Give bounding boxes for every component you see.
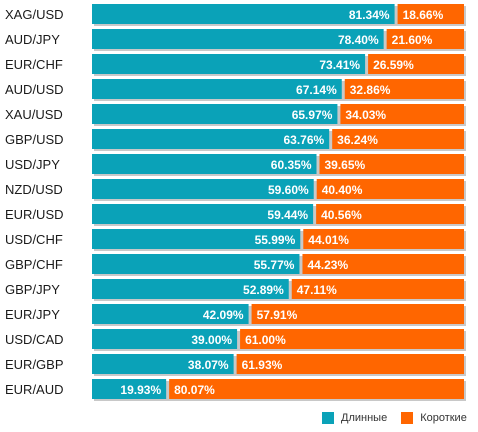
value-label-long: 67.14%	[296, 83, 337, 97]
bar-long	[92, 354, 234, 374]
bar-long	[92, 229, 301, 249]
value-label-short: 39.65%	[325, 158, 366, 172]
value-label-long: 39.00%	[191, 333, 232, 347]
bar-short	[303, 229, 464, 249]
value-label-long: 60.35%	[271, 158, 312, 172]
value-label-long: 19.93%	[120, 383, 161, 397]
value-label-short: 32.86%	[350, 83, 391, 97]
legend-swatch-long	[322, 412, 334, 424]
bar-long	[92, 29, 384, 49]
value-label-short: 21.60%	[392, 33, 433, 47]
bar-long	[92, 4, 395, 24]
value-label-short: 57.91%	[257, 308, 298, 322]
value-label-long: 81.34%	[349, 8, 390, 22]
pair-label: USD/CHF	[5, 232, 63, 247]
bar-short	[291, 279, 464, 299]
legend-item-short: Короткие	[401, 412, 467, 424]
value-label-short: 44.01%	[308, 233, 349, 247]
bar-short	[344, 79, 464, 99]
bar-short	[240, 329, 464, 349]
legend-label-short: Короткие	[420, 412, 467, 424]
chart-legend: Длинные Короткие	[322, 410, 478, 426]
bar-long	[92, 154, 317, 174]
value-label-long: 59.44%	[267, 208, 308, 222]
bar-short	[332, 129, 464, 149]
pair-label: AUD/USD	[5, 82, 64, 97]
legend-label-long: Длинные	[341, 412, 388, 424]
pair-label: GBP/CHF	[5, 257, 63, 272]
value-label-long: 55.99%	[255, 233, 296, 247]
value-label-long: 38.07%	[188, 358, 229, 372]
bar-short	[397, 4, 464, 24]
bar-long	[92, 279, 289, 299]
bar-short	[386, 29, 464, 49]
bar-short	[169, 379, 465, 399]
bar-long	[92, 254, 300, 274]
pair-label: GBP/JPY	[5, 282, 60, 297]
bar-long	[92, 129, 330, 149]
bar-short	[302, 254, 464, 274]
pair-label: AUD/JPY	[5, 32, 60, 47]
value-label-short: 61.93%	[242, 358, 283, 372]
value-label-long: 78.40%	[338, 33, 379, 47]
legend-swatch-short	[401, 412, 414, 424]
value-label-long: 73.41%	[319, 58, 360, 72]
value-label-long: 63.76%	[283, 133, 324, 147]
bar-long	[92, 304, 249, 324]
bar-long	[92, 379, 167, 399]
value-label-long: 59.60%	[268, 183, 309, 197]
value-label-long: 55.77%	[254, 258, 295, 272]
value-label-short: 61.00%	[245, 333, 286, 347]
pair-label: EUR/JPY	[5, 307, 60, 322]
value-label-short: 40.40%	[322, 183, 363, 197]
value-label-short: 80.07%	[174, 383, 215, 397]
pair-label: EUR/USD	[5, 207, 64, 222]
pair-label: EUR/GBP	[5, 357, 64, 372]
value-label-short: 26.59%	[373, 58, 414, 72]
bar-short	[251, 304, 464, 324]
bar-short	[316, 204, 464, 224]
bar-long	[92, 79, 342, 99]
pair-label: XAG/USD	[5, 7, 64, 22]
pair-label: EUR/AUD	[5, 382, 64, 397]
bar-short	[319, 154, 464, 174]
pair-label: XAU/USD	[5, 107, 63, 122]
value-label-long: 65.97%	[292, 108, 333, 122]
bar-long	[92, 204, 314, 224]
bar-short	[368, 54, 464, 74]
bar-long	[92, 179, 314, 199]
pair-label: USD/JPY	[5, 157, 60, 172]
pair-label: NZD/USD	[5, 182, 63, 197]
value-label-short: 36.24%	[337, 133, 378, 147]
value-label-short: 40.56%	[321, 208, 362, 222]
bar-short	[236, 354, 464, 374]
value-label-long: 52.89%	[243, 283, 284, 297]
bar-long	[92, 54, 366, 74]
value-label-short: 18.66%	[403, 8, 444, 22]
value-label-short: 44.23%	[307, 258, 348, 272]
value-label-short: 34.03%	[345, 108, 386, 122]
pair-label: USD/CAD	[5, 332, 64, 347]
bar-long	[92, 104, 338, 124]
pair-label: GBP/USD	[5, 132, 64, 147]
bar-short	[340, 104, 464, 124]
legend-item-long: Длинные	[322, 412, 387, 424]
value-label-long: 42.09%	[203, 308, 244, 322]
bar-short	[316, 179, 464, 199]
value-label-short: 47.11%	[297, 283, 337, 297]
bar-long	[92, 329, 238, 349]
pair-label: EUR/CHF	[5, 57, 63, 72]
